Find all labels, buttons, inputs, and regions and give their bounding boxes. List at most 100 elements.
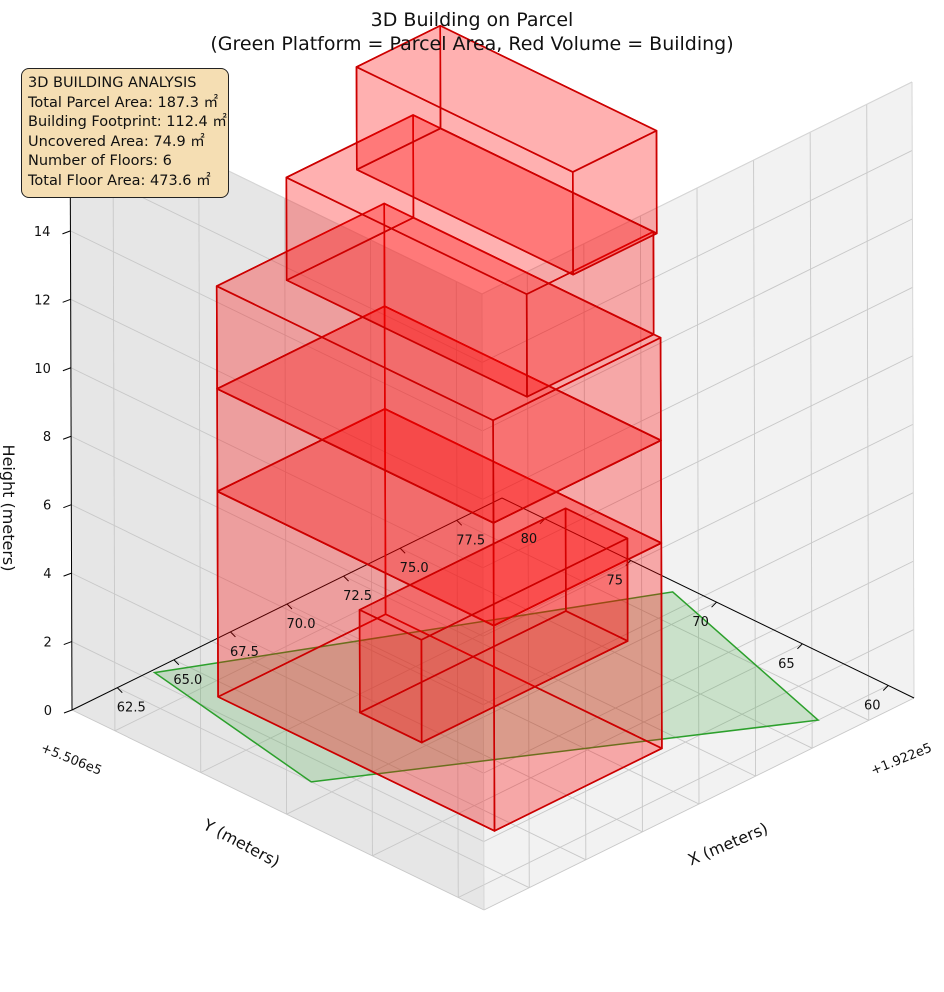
z-tick-mark: [63, 641, 72, 646]
x-gridline-floor: [399, 547, 813, 749]
x-gridline-floor: [286, 603, 700, 805]
x-gridline-wall: [696, 187, 700, 805]
y-axis-label: Y (meters): [199, 815, 283, 872]
x-tick-label: 72.5: [343, 589, 372, 604]
building-face-top: [358, 507, 629, 641]
x-tick-label: 65.0: [173, 673, 202, 688]
building-floor-6: [355, 24, 658, 276]
y-gridline-wall: [369, 239, 373, 856]
z-axis-label: Height (meters): [0, 445, 18, 572]
z-gridline-right-wall: [482, 423, 914, 637]
x-axis-label: X (meters): [685, 819, 771, 870]
x-axis-offset: +1.922e5: [869, 741, 934, 779]
z-tick-label: 6: [43, 499, 51, 514]
y-tick-label: 70: [692, 615, 709, 630]
chart-title-line2: (Green Platform = Parcel Area, Red Volum…: [210, 33, 733, 55]
x-tick-label: 77.5: [456, 533, 485, 548]
building-analysis-box: 3D BUILDING ANALYSIS Total Parcel Area: …: [21, 68, 229, 198]
z-gridline-left-wall: [70, 298, 483, 500]
info-line-floors: Number of Floors: 6: [28, 153, 172, 169]
y-tick-mark: [797, 643, 803, 650]
building-floor-3: [216, 305, 663, 627]
x-gridline-wall: [753, 160, 757, 777]
z-gridline-right-wall: [483, 697, 915, 911]
y-gridline-wall: [198, 156, 202, 773]
z-tick-mark: [62, 367, 72, 372]
y-axis-offset: +5.506e5: [39, 741, 104, 779]
y-tick-label: 60: [864, 699, 881, 714]
x-gridline-floor: [173, 659, 587, 861]
z-tick-label: 8: [43, 430, 51, 445]
z-tick-label: 2: [43, 636, 51, 651]
chart-marks: [152, 24, 820, 832]
x-tick-label: 70.0: [287, 617, 316, 632]
z-gridline-right-wall: [482, 355, 914, 569]
x-gridline-wall: [639, 215, 643, 832]
pane-top-right-edge: [481, 81, 913, 295]
x-tick-mark: [116, 687, 123, 694]
z-gridline-left-wall: [71, 709, 485, 911]
z-tick-label: 10: [34, 362, 51, 377]
z-gridline-right-wall: [482, 218, 913, 432]
y-tick-mark: [711, 601, 717, 608]
x-gridline-wall: [866, 104, 870, 721]
x-tick-mark: [456, 519, 463, 526]
building-face-top: [355, 24, 658, 173]
z-tick-mark: [62, 298, 71, 303]
z-gridline-left-wall: [70, 367, 484, 569]
x-gridline-floor: [456, 519, 869, 721]
building-floor-1: [358, 507, 629, 744]
x-tick-mark: [343, 575, 349, 582]
pane-corner-edge: [481, 293, 485, 911]
back-left-pane: [70, 94, 484, 910]
y-tick-label: 65: [778, 657, 795, 672]
y-gridline-wall: [455, 281, 459, 898]
building-floor-2: [216, 408, 663, 832]
x-tick-label: 62.5: [117, 701, 146, 716]
x-tick-mark: [230, 631, 236, 638]
building-face-top: [215, 202, 662, 422]
z-tick-label: 4: [43, 567, 51, 582]
y-gridline-floor: [372, 643, 803, 857]
x-gridline-wall: [583, 243, 587, 860]
z-tick-mark: [63, 572, 72, 577]
y-tick-mark: [882, 685, 889, 691]
z-tick-mark: [62, 435, 72, 440]
x-tick-mark: [399, 547, 406, 554]
info-line-parcel-area: Total Parcel Area: 187.3 ㎡: [28, 94, 219, 111]
y-tick-label: 80: [521, 532, 538, 547]
y-gridline-floor: [286, 601, 717, 815]
z-tick-mark: [63, 709, 73, 714]
info-line-heading: 3D BUILDING ANALYSIS: [28, 75, 197, 91]
y-tick-label: 75: [606, 574, 623, 589]
info-line-floor-area: Total Floor Area: 473.6 ㎡: [28, 172, 211, 189]
y-axis-line: [501, 497, 915, 699]
z-gridline-left-wall: [71, 504, 484, 706]
z-tick-mark: [63, 504, 72, 509]
z-gridline-right-wall: [482, 286, 913, 500]
chart-title-line1: 3D Building on Parcel: [371, 9, 574, 31]
x-tick-mark: [173, 659, 180, 666]
z-gridline-right-wall: [483, 560, 914, 774]
z-gridline-right-wall: [483, 629, 914, 842]
y-gridline-floor: [200, 560, 631, 773]
x-tick-label: 75.0: [400, 561, 429, 576]
x-tick-mark: [286, 603, 293, 610]
info-line-uncovered: Uncovered Area: 74.9 ㎡: [28, 133, 205, 150]
z-tick-mark: [62, 230, 71, 235]
y-gridline-wall: [112, 114, 116, 731]
info-line-footprint: Building Footprint: 112.4 ㎡: [28, 114, 227, 130]
building-floor-4: [215, 202, 662, 524]
z-tick-label: 0: [44, 704, 52, 719]
z-gridline-left-wall: [70, 435, 484, 637]
pane-right-edge: [911, 81, 915, 699]
x-gridline-floor: [230, 631, 643, 833]
z-tick-label: 14: [34, 225, 51, 240]
x-gridline-wall: [809, 132, 813, 749]
z-tick-label: 12: [34, 293, 51, 308]
parcel-platform: [152, 591, 820, 783]
x-tick-label: 67.5: [230, 645, 259, 660]
y-gridline-wall: [284, 198, 288, 815]
z-gridline-right-wall: [483, 492, 914, 706]
